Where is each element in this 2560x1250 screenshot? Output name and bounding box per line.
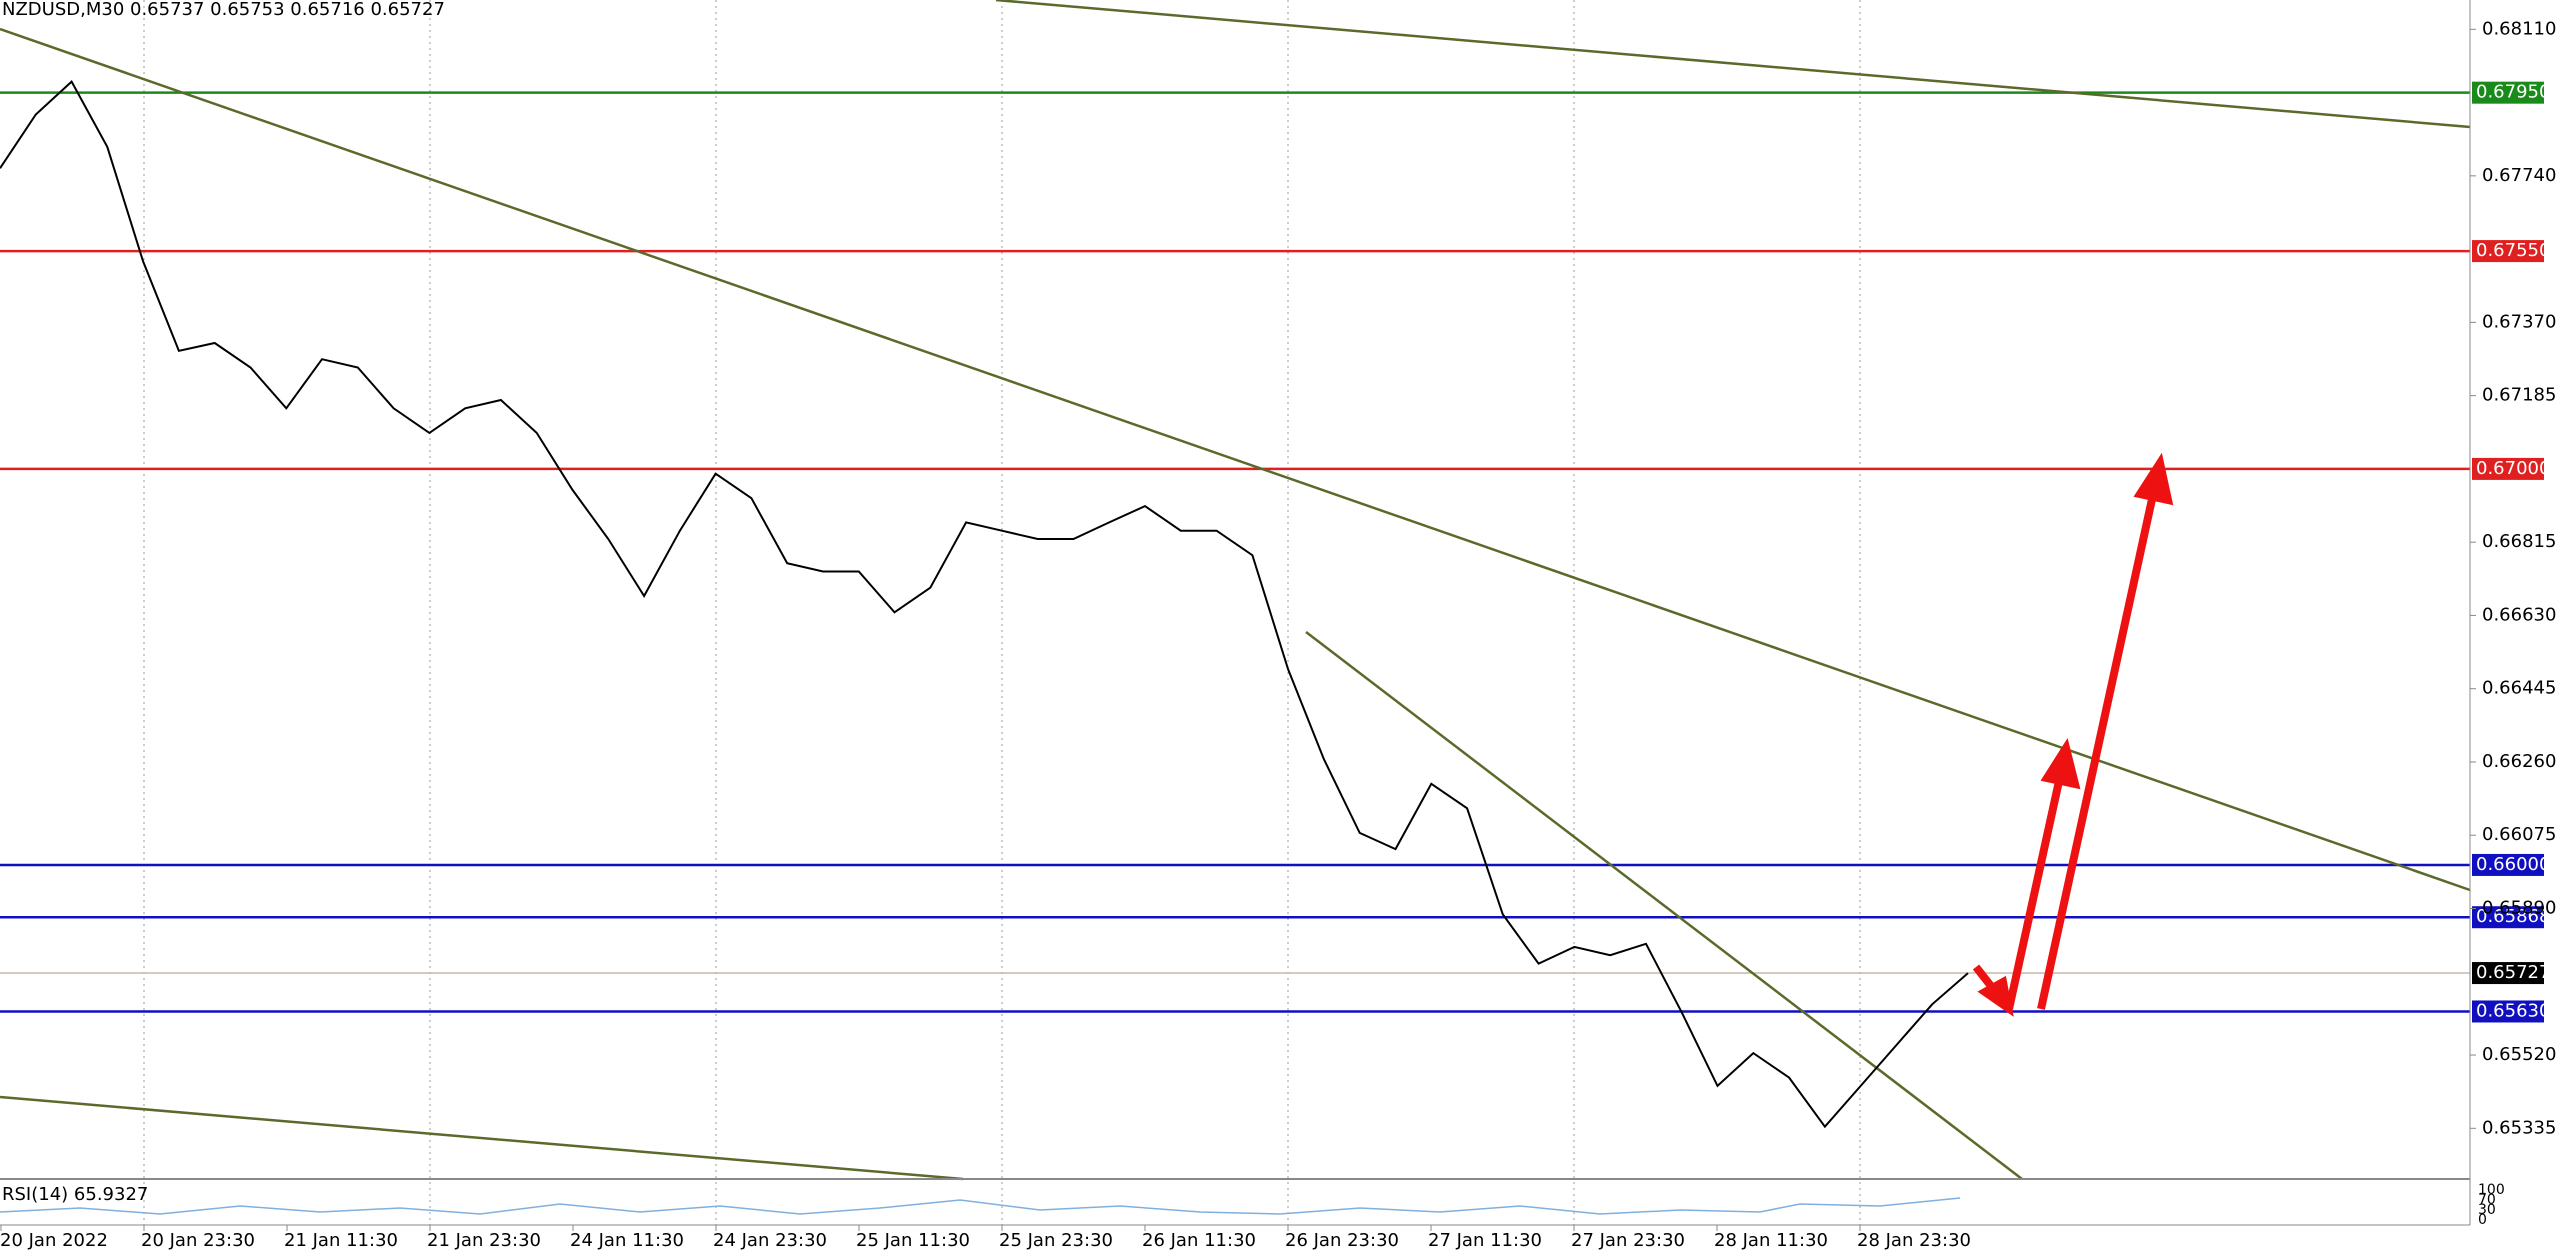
x-tick-label: 28 Jan 11:30 xyxy=(1714,1230,1828,1250)
x-tick-label: 20 Jan 23:30 xyxy=(141,1230,255,1250)
arrows xyxy=(1972,452,2174,1017)
level-label-bg xyxy=(2472,853,2544,876)
indicator-label: RSI(14) 65.9327 xyxy=(2,1184,148,1205)
trend-line xyxy=(1305,631,2023,1180)
level-label: 0.65630 xyxy=(2476,1000,2550,1021)
y-tick-label: 0.66815 xyxy=(2482,531,2556,552)
levels: 0.67950 0.67550 0.67000 0.66000 0.65868 0.656… xyxy=(0,81,2550,1023)
arrow-head xyxy=(2040,737,2081,790)
x-tick-label: 21 Jan 11:30 xyxy=(284,1230,398,1250)
y-tick-label: 0.66075 xyxy=(2482,824,2556,845)
level-label: 0.67000 xyxy=(2476,458,2550,479)
grid xyxy=(143,0,1861,1225)
level-label: 0.65727 xyxy=(2476,962,2550,983)
level-label: 0.66000 xyxy=(2476,854,2550,875)
arrow xyxy=(2005,771,2065,1010)
x-tick-label: 26 Jan 11:30 xyxy=(1142,1230,1256,1250)
x-tick-label: 21 Jan 23:30 xyxy=(427,1230,541,1250)
x-tick-label: 27 Jan 23:30 xyxy=(1571,1230,1685,1250)
x-tick-label: 20 Jan 2022 xyxy=(0,1230,108,1250)
y-tick-label: 0.67740 xyxy=(2482,165,2556,186)
y-tick-label: 0.66630 xyxy=(2482,604,2556,625)
rsi-tick-label: 30 xyxy=(2478,1202,2496,1218)
level-label-bg xyxy=(2472,240,2544,263)
y-tick-label: 0.67185 xyxy=(2482,385,2556,406)
y-tick-label: 0.67370 xyxy=(2482,311,2556,332)
x-tick-label: 24 Jan 11:30 xyxy=(570,1230,684,1250)
arrow-head xyxy=(1977,975,2014,1017)
level-label-bg xyxy=(2472,962,2544,985)
x-tick-label: 25 Jan 23:30 xyxy=(999,1230,1113,1250)
level-label: 0.67950 xyxy=(2476,82,2550,103)
level-label: 0.65868 xyxy=(2476,906,2550,927)
y-tick-label: 0.65890 xyxy=(2482,898,2556,919)
level-label: 0.67550 xyxy=(2476,240,2550,261)
level-label-bg xyxy=(2472,1000,2544,1023)
y-tick-label: 0.66260 xyxy=(2482,751,2556,772)
y-tick-label: 0.65520 xyxy=(2482,1044,2556,1065)
arrow xyxy=(2037,489,2158,1010)
x-tick-label: 28 Jan 23:30 xyxy=(1857,1230,1971,1250)
level-label-bg xyxy=(2472,906,2544,929)
price-line xyxy=(0,79,1969,1129)
axes: 0.68110 0.67740 0.67370 0.67185 0.66815 0.666… xyxy=(0,18,2556,1250)
rsi-tick-label: 0 xyxy=(2478,1212,2487,1228)
trend-line xyxy=(0,27,2471,892)
trend-line xyxy=(0,1095,964,1181)
rsi-line xyxy=(0,1197,1961,1215)
y-tick-label: 0.65335 xyxy=(2482,1117,2556,1138)
x-tick-label: 25 Jan 11:30 xyxy=(856,1230,970,1250)
chart-title: NZDUSD,M30 0.65737 0.65753 0.65716 0.657… xyxy=(2,0,445,20)
rsi-tick-label: 100 xyxy=(2478,1182,2505,1198)
x-tick-label: 24 Jan 23:30 xyxy=(713,1230,827,1250)
y-tick-label: 0.68110 xyxy=(2482,18,2556,39)
y-tick-label: 0.66445 xyxy=(2482,678,2556,699)
price-series xyxy=(0,79,1969,1129)
rsi-tick-label: 70 xyxy=(2478,1192,2496,1208)
trend-lines xyxy=(0,0,2471,1181)
x-tick-label: 26 Jan 23:30 xyxy=(1285,1230,1399,1250)
trend-line xyxy=(995,0,2471,129)
level-label-bg xyxy=(2472,457,2544,480)
arrow-head xyxy=(2133,452,2174,506)
x-tick-label: 27 Jan 11:30 xyxy=(1428,1230,1542,1250)
level-label-bg xyxy=(2472,81,2544,104)
